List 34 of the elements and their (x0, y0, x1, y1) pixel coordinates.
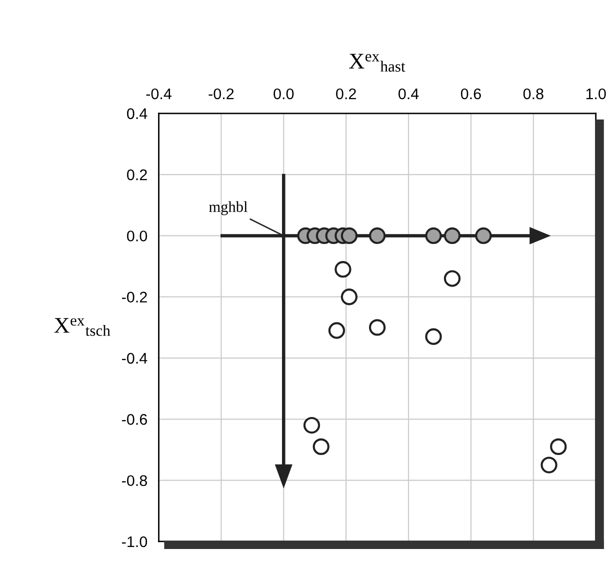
point (540, 456, 558, 474)
x-tick-label: 0.4 (398, 88, 419, 100)
y-tick-label: -0.4 (122, 352, 148, 364)
point (340, 288, 358, 306)
x-tick-label: 0.0 (274, 88, 294, 100)
point (550, 438, 567, 456)
point (444, 270, 461, 287)
x-tick-label: 0.8 (523, 88, 544, 100)
x-tick-label: -0.4 (146, 88, 172, 100)
y-axis-title: X$^{ex}$$_{tsch}$ (54, 318, 110, 336)
y-tick-label: 0.0 (127, 230, 148, 242)
x-tick-label: -0.2 (208, 88, 234, 100)
point (368, 319, 386, 336)
y-tick-label: -0.2 (122, 292, 147, 303)
y-tick-label: -0.8 (122, 475, 147, 486)
point (475, 227, 492, 244)
point (340, 227, 358, 244)
annotation: mghbl (209, 201, 248, 216)
y-tick-label: 0.2 (127, 169, 147, 180)
y-tick-label: -0.6 (122, 414, 147, 425)
x-tick-label: 1.0 (586, 88, 606, 100)
x-axis-title: X$^{ex}$$_{hast}$ (349, 54, 406, 72)
point (425, 328, 442, 345)
point (368, 227, 386, 244)
point (334, 261, 352, 278)
point (303, 416, 320, 434)
x-tick-label: 0.2 (336, 88, 356, 100)
point (444, 227, 461, 244)
point (312, 438, 330, 456)
y-tick-label: -1.0 (122, 536, 148, 548)
x-tick-label: 0.6 (460, 88, 481, 100)
point (328, 322, 346, 339)
point (425, 227, 442, 244)
y-tick-label: 0.4 (127, 108, 148, 120)
